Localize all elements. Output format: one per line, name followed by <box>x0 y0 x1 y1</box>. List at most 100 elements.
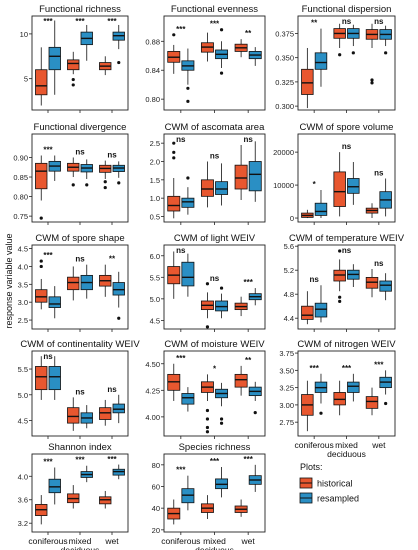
outlier-point <box>172 150 176 154</box>
panel-frame <box>163 453 266 533</box>
significance-label: *** <box>75 456 85 465</box>
outlier-point <box>219 28 224 32</box>
outlier-point <box>205 282 210 286</box>
outlier-point <box>338 249 342 253</box>
y-tick-label: 4.50 <box>145 360 160 369</box>
y-tick-label: 5.5 <box>150 273 160 282</box>
panel-frame <box>297 133 396 223</box>
panel-title: CWM of ascomata area <box>165 122 265 133</box>
panel-title: Functional evenness <box>171 4 258 15</box>
outlier-point <box>338 295 342 299</box>
outlier-point <box>39 264 43 269</box>
panel-title: CWM of continentality WEIV <box>20 339 140 350</box>
box-resampled <box>347 178 360 194</box>
outlier-point <box>205 408 210 413</box>
y-tick-label: 2.0 <box>150 158 160 167</box>
significance-label: *** <box>374 360 384 369</box>
y-tick-label: 10 <box>20 30 28 39</box>
outlier-point <box>351 51 355 55</box>
significance-label: *** <box>43 457 53 466</box>
box-historical <box>333 171 346 207</box>
outlier-point <box>253 411 257 415</box>
outlier-point <box>71 183 75 187</box>
outlier-point <box>219 417 224 421</box>
y-tick-label: 2.5 <box>150 139 160 148</box>
significance-label: *** <box>107 455 117 464</box>
panel-title: Functional richness <box>39 4 121 15</box>
legend-title: Plots: <box>300 462 323 472</box>
y-tick-label: 3.5 <box>18 280 28 289</box>
y-tick-label: 0.84 <box>145 66 160 75</box>
y-tick-label: 0.5 <box>150 213 160 222</box>
box-resampled <box>48 296 61 308</box>
panel-title: CWM of light WEIV <box>174 233 256 244</box>
outlier-point <box>172 33 176 37</box>
box-historical <box>67 407 80 424</box>
box-historical <box>67 59 80 71</box>
panel-frame <box>297 350 396 437</box>
significance-label: *** <box>309 364 319 373</box>
box-resampled <box>112 282 125 296</box>
box-historical <box>200 179 214 197</box>
box-historical <box>234 164 248 190</box>
outlier-point <box>117 60 121 65</box>
box-resampled <box>379 280 392 292</box>
significance-label: *** <box>176 466 186 475</box>
y-axis-label: response variable value <box>4 233 14 329</box>
box-resampled <box>48 478 61 494</box>
box-historical <box>301 68 314 95</box>
significance-label: *** <box>107 17 117 26</box>
significance-label: * <box>213 364 217 373</box>
significance-label: ns <box>75 255 85 264</box>
outlier-point <box>338 53 342 57</box>
significance-label: ** <box>109 255 116 264</box>
y-tick-label: 0 <box>290 214 294 223</box>
y-tick-label: 3.75 <box>279 349 294 358</box>
significance-label: *** <box>176 354 186 363</box>
y-tick-label: 0.90 <box>13 153 28 162</box>
panel-frame <box>163 133 266 223</box>
x-category-label: coniferous <box>161 536 200 546</box>
significance-label: ns <box>374 17 384 26</box>
y-tick-label: 0.375 <box>275 29 294 38</box>
box-resampled <box>181 261 195 287</box>
y-tick-label: 40 <box>152 504 160 513</box>
outlier-point <box>186 176 190 180</box>
significance-label: ns <box>342 17 352 26</box>
outlier-point <box>71 83 75 87</box>
y-tick-label: 3.6 <box>18 496 28 505</box>
y-tick-label: 0.75 <box>13 212 28 221</box>
y-tick-label: 3.50 <box>279 366 294 375</box>
outlier-point <box>338 299 342 303</box>
panel-frame <box>163 244 266 330</box>
y-tick-label: 4.5 <box>18 417 28 426</box>
significance-label: ns <box>107 385 117 394</box>
x-category-label: coniferous <box>295 440 334 450</box>
box-resampled <box>181 197 195 208</box>
panel-title: Shannon index <box>48 442 112 453</box>
significance-label: ns <box>75 387 85 396</box>
significance-label: ns <box>374 259 384 268</box>
outlier-point <box>103 185 107 190</box>
outlier-point <box>39 216 43 220</box>
significance-label: ns <box>107 151 117 160</box>
significance-label: ns <box>43 352 53 361</box>
significance-label: *** <box>342 364 352 373</box>
significance-label: ns <box>176 135 186 144</box>
panel-title: CWM of moisture WEIV <box>164 339 265 350</box>
y-tick-label: 2.75 <box>279 418 294 427</box>
y-tick-label: 0.325 <box>275 78 294 87</box>
y-tick-label: 4.0 <box>18 472 28 481</box>
panel-frame <box>163 350 266 437</box>
outlier-point <box>219 71 224 75</box>
outlier-point <box>103 180 107 184</box>
box-resampled <box>314 302 328 318</box>
outlier-point <box>384 401 388 406</box>
box-resampled <box>48 46 61 71</box>
panel-title: CWM of spore shape <box>35 233 124 244</box>
outlier-point <box>205 325 210 329</box>
significance-label: *** <box>210 20 220 29</box>
significance-label: *** <box>210 457 220 466</box>
y-tick-label: 1.5 <box>150 176 160 185</box>
y-tick-label: 1.0 <box>150 194 160 203</box>
